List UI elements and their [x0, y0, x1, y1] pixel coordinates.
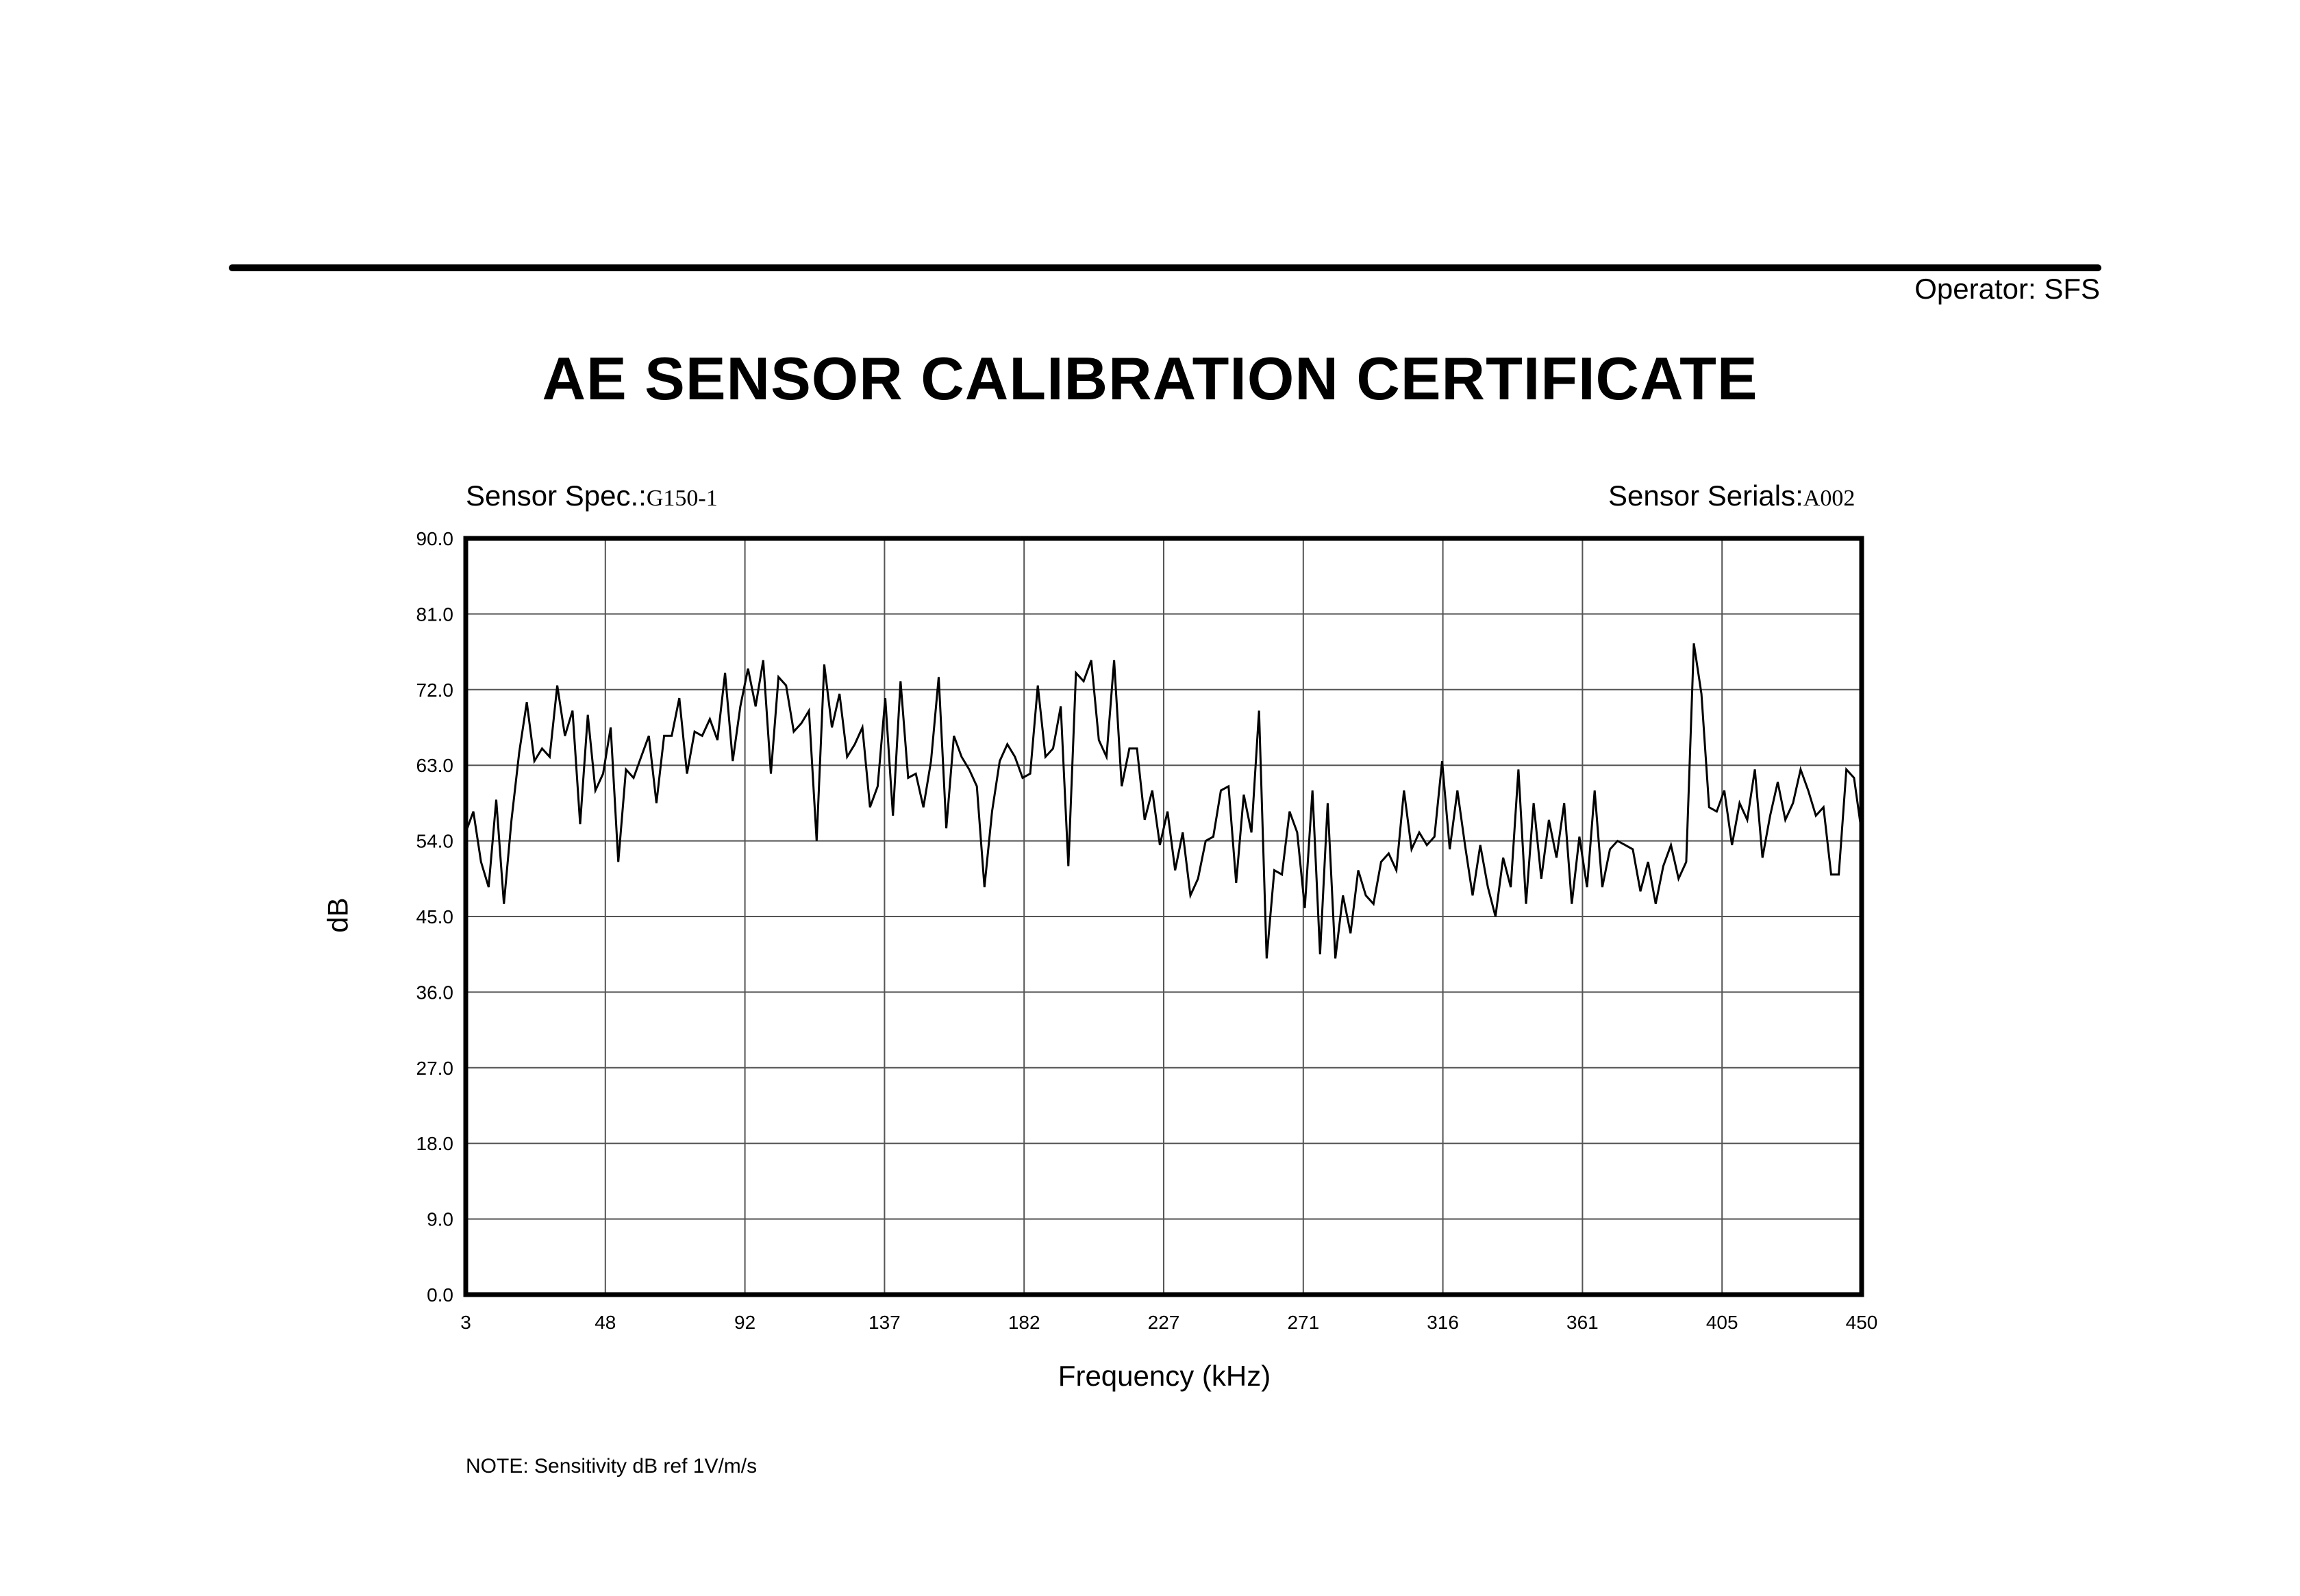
- y-tick-label: 0.0: [427, 1284, 453, 1306]
- operator-label: Operator:: [1914, 273, 2036, 305]
- sensor-spec-label: Sensor Spec.:: [466, 479, 647, 512]
- x-tick-label: 227: [1148, 1312, 1180, 1333]
- sensor-serials: Sensor Serials:A002: [1608, 479, 1855, 512]
- x-tick-label: 92: [734, 1312, 755, 1333]
- grid-lines: [465, 538, 1862, 1295]
- sensor-serials-value: A002: [1803, 486, 1855, 511]
- sensor-spec: Sensor Spec.:G150-1: [466, 479, 718, 512]
- x-tick-label: 361: [1566, 1312, 1599, 1333]
- x-tick-label: 182: [1008, 1312, 1040, 1333]
- x-tick-label: 48: [595, 1312, 616, 1333]
- y-tick-label: 72.0: [416, 679, 454, 701]
- x-tick-label: 137: [868, 1312, 901, 1333]
- y-tick-label: 9.0: [427, 1209, 453, 1230]
- series-line: [464, 643, 1863, 959]
- y-tick-label: 63.0: [416, 755, 454, 776]
- y-tick-label: 18.0: [416, 1133, 454, 1154]
- sensor-spec-value: G150-1: [646, 486, 718, 511]
- x-tick-label: 271: [1287, 1312, 1319, 1333]
- sensitivity-note: NOTE: Sensitivity dB ref 1V/m/s: [466, 1455, 758, 1477]
- y-tick-label: 90.0: [416, 528, 454, 549]
- y-tick-label: 36.0: [416, 982, 454, 1003]
- y-tick-labels: 0.0 9.0 18.0 27.0 36.0 45.0 54.0 63.0 72.0 81.0 90…: [416, 528, 454, 1306]
- operator-line: Operator: SFS: [1914, 273, 2100, 306]
- operator-value: SFS: [2044, 273, 2100, 305]
- y-tick-label: 45.0: [416, 906, 454, 927]
- x-tick-label: 405: [1706, 1312, 1738, 1333]
- x-tick-label: 3: [460, 1312, 471, 1333]
- y-tick-label: 81.0: [416, 603, 454, 625]
- y-tick-label: 54.0: [416, 831, 454, 852]
- plot-frame: [463, 536, 1864, 1297]
- series-group: [464, 643, 1863, 959]
- y-tick-label: 27.0: [416, 1058, 454, 1079]
- sensor-serials-label: Sensor Serials:: [1608, 479, 1803, 512]
- x-tick-label: 316: [1427, 1312, 1459, 1333]
- header-rule: [229, 264, 2101, 271]
- x-tick-label: 450: [1846, 1312, 1878, 1333]
- x-tick-labels: 3 48 92 137 182 227 271 316 361 405 450: [460, 1312, 1877, 1333]
- x-axis-label: Frequency (kHz): [1058, 1360, 1271, 1392]
- page-title: AE SENSOR CALIBRATION CERTIFICATE: [542, 345, 1758, 412]
